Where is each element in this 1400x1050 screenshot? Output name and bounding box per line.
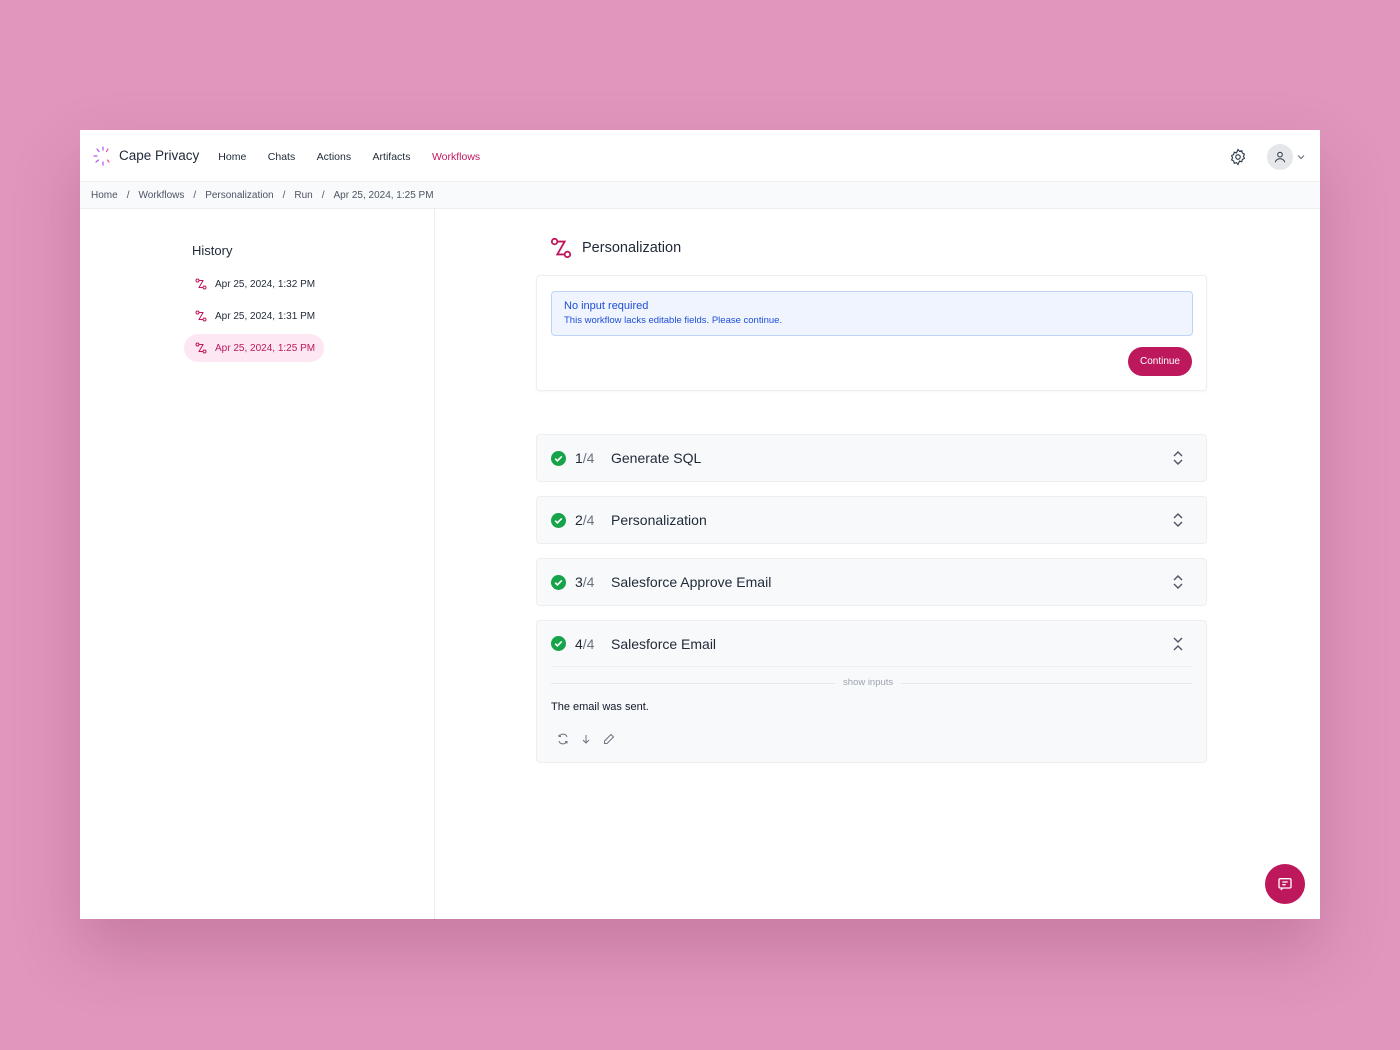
step-total: /4 (582, 635, 595, 652)
download-icon[interactable] (580, 733, 592, 745)
nav-chats[interactable]: Chats (267, 150, 296, 163)
step-name: Salesforce Email (611, 635, 717, 652)
user-icon (1274, 151, 1286, 163)
expand-icon[interactable] (1172, 512, 1184, 528)
chevron-down-icon (1297, 155, 1305, 160)
cape-logo-icon (93, 145, 110, 166)
step-output: The email was sent. (551, 701, 649, 713)
step-number: 3 (575, 574, 583, 590)
app-window: Cape Privacy Home Chats Actions Artifact… (80, 130, 1320, 919)
workflow-icon (550, 237, 572, 259)
user-menu[interactable] (1267, 144, 1306, 170)
breadcrumb-personalization[interactable]: Personalization (205, 189, 274, 201)
history-item-label: Apr 25, 2024, 1:31 PM (215, 310, 316, 322)
show-inputs-toggle[interactable]: show inputs (835, 677, 902, 688)
avatar[interactable] (1267, 144, 1293, 170)
workflow-icon (195, 342, 207, 354)
gear-icon[interactable] (1229, 148, 1247, 166)
breadcrumb-home[interactable]: Home (91, 189, 118, 201)
logo[interactable]: Cape Privacy (93, 145, 200, 166)
step-name: Generate SQL (611, 450, 702, 466)
step-4: 4/4 Salesforce Email show inputs The ema… (536, 620, 1207, 763)
step-2[interactable]: 2/4 Personalization (536, 496, 1207, 544)
chat-icon (1278, 878, 1292, 891)
step-1[interactable]: 1/4 Generate SQL (536, 434, 1207, 482)
step-number: 4 (575, 635, 583, 652)
check-circle-icon (551, 512, 566, 528)
step-3[interactable]: 3/4 Salesforce Approve Email (536, 558, 1207, 606)
info-alert: No input required This workflow lacks ed… (551, 291, 1193, 336)
step-name: Personalization (611, 512, 707, 528)
history-item[interactable]: Apr 25, 2024, 1:31 PM (184, 302, 324, 330)
step-number: 2 (575, 512, 583, 528)
step-total: /4 (582, 512, 595, 528)
workflow-icon (195, 278, 207, 290)
page-title: Personalization (582, 240, 682, 256)
check-circle-icon (551, 450, 566, 466)
step-header[interactable]: 4/4 Salesforce Email (551, 621, 1192, 667)
step-name: Salesforce Approve Email (611, 574, 772, 590)
nav-actions[interactable]: Actions (316, 150, 352, 163)
alert-title: No input required (564, 300, 649, 312)
history-item-label: Apr 25, 2024, 1:25 PM (215, 342, 316, 354)
app-name: Cape Privacy (119, 148, 200, 163)
history-item-label: Apr 25, 2024, 1:32 PM (215, 278, 316, 290)
edit-pencil-icon[interactable] (603, 733, 615, 745)
continue-button[interactable]: Continue (1127, 347, 1192, 376)
nav-workflows[interactable]: Workflows (431, 150, 481, 163)
check-circle-icon (551, 636, 566, 651)
workflow-icon (195, 310, 207, 322)
expand-icon[interactable] (1172, 574, 1184, 590)
check-circle-icon (551, 574, 566, 590)
expand-icon[interactable] (1172, 450, 1184, 466)
step-number: 1 (575, 450, 583, 466)
history-item[interactable]: Apr 25, 2024, 1:32 PM (184, 270, 324, 298)
step-total: /4 (582, 450, 595, 466)
chat-button[interactable] (1265, 864, 1305, 904)
nav-home[interactable]: Home (218, 150, 247, 163)
breadcrumb: Home / Workflows / Personalization / Run / A… (80, 182, 1320, 209)
breadcrumb-workflows[interactable]: Workflows (138, 189, 185, 201)
top-nav: Cape Privacy Home Chats Actions Artifact… (80, 130, 1320, 182)
collapse-icon[interactable] (1172, 636, 1184, 652)
history-sidebar: History Apr 25, 2024, 1:32 PM Apr 25, 20… (80, 209, 435, 919)
breadcrumb-current: Apr 25, 2024, 1:25 PM (333, 189, 434, 201)
refresh-icon[interactable] (557, 733, 569, 745)
alert-message: This workflow lacks editable fields. Ple… (564, 315, 783, 326)
breadcrumb-run[interactable]: Run (294, 189, 313, 201)
nav-artifacts[interactable]: Artifacts (372, 150, 411, 163)
input-card: No input required This workflow lacks ed… (536, 275, 1207, 391)
step-total: /4 (582, 574, 595, 590)
history-title: History (192, 243, 233, 258)
history-item-selected[interactable]: Apr 25, 2024, 1:25 PM (184, 334, 325, 362)
